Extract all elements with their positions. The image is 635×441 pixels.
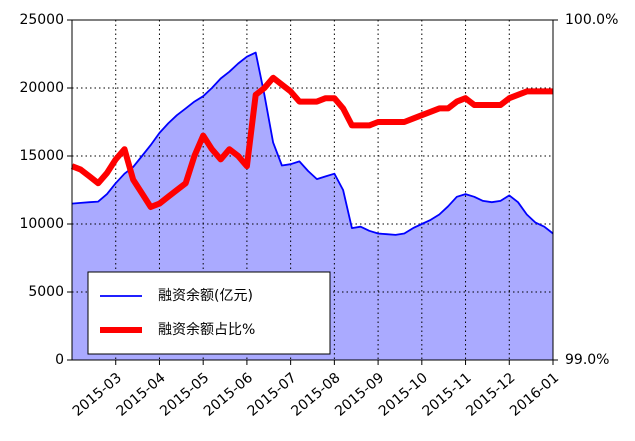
line: [71, 51, 554, 236]
y2-tick-label: 99.0%: [565, 352, 609, 368]
legend-label: 融资余额占比%: [158, 321, 255, 338]
y-tick-label: 10000: [19, 216, 64, 232]
y-tick-label: 20000: [19, 80, 64, 96]
legend-label: 融资余额(亿元): [158, 287, 253, 304]
y-tick-label: 5000: [28, 284, 64, 300]
legend-box: [87, 271, 331, 355]
y-tick-label: 25000: [19, 12, 64, 28]
line: [70, 74, 553, 210]
y-tick-label: 15000: [19, 148, 64, 164]
legend: 融资余额(亿元) 融资余额占比%: [87, 271, 331, 355]
y-tick-label: 0: [55, 352, 64, 368]
y2-tick-label: 100.0%: [565, 12, 618, 28]
plot-frame: [71, 19, 554, 361]
x-tick-label: 2016-01: [507, 370, 562, 420]
